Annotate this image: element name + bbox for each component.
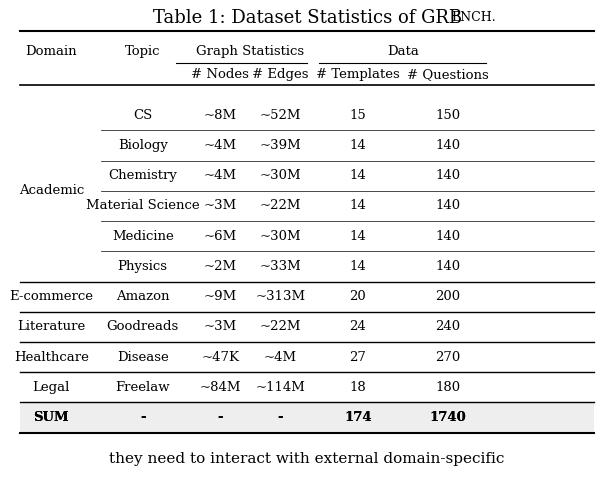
Text: Disease: Disease bbox=[117, 350, 168, 364]
Text: -: - bbox=[140, 411, 145, 424]
Text: -: - bbox=[278, 411, 283, 424]
Text: Amazon: Amazon bbox=[116, 290, 170, 303]
Text: ~6M: ~6M bbox=[204, 229, 237, 243]
Text: # Questions: # Questions bbox=[407, 68, 488, 81]
Text: 140: 140 bbox=[435, 229, 460, 243]
Text: 15: 15 bbox=[350, 108, 366, 122]
Text: # Templates: # Templates bbox=[316, 68, 400, 81]
Text: ~52M: ~52M bbox=[259, 108, 301, 122]
Text: Data: Data bbox=[387, 45, 419, 59]
Text: Medicine: Medicine bbox=[112, 229, 173, 243]
Text: -: - bbox=[218, 411, 223, 424]
Text: Graph Statistics: Graph Statistics bbox=[196, 45, 304, 59]
Text: E-commerce: E-commerce bbox=[9, 290, 93, 303]
Text: 174: 174 bbox=[344, 411, 371, 424]
Text: they need to interact with external domain-specific: they need to interact with external doma… bbox=[110, 452, 505, 466]
Text: ~39M: ~39M bbox=[259, 139, 301, 152]
Text: ~22M: ~22M bbox=[259, 199, 301, 213]
Text: 1740: 1740 bbox=[429, 411, 466, 424]
Text: Chemistry: Chemistry bbox=[108, 169, 177, 182]
Text: 140: 140 bbox=[435, 139, 460, 152]
Text: ~84M: ~84M bbox=[199, 381, 241, 394]
Text: SUM: SUM bbox=[33, 411, 69, 424]
Text: 14: 14 bbox=[350, 260, 366, 273]
Text: 14: 14 bbox=[350, 229, 366, 243]
Text: 140: 140 bbox=[435, 260, 460, 273]
Text: Legal: Legal bbox=[33, 381, 70, 394]
Text: 14: 14 bbox=[350, 139, 366, 152]
Text: Goodreads: Goodreads bbox=[107, 320, 179, 334]
Text: 14: 14 bbox=[350, 169, 366, 182]
Text: ~9M: ~9M bbox=[204, 290, 237, 303]
Text: SUM: SUM bbox=[33, 411, 69, 424]
Text: # Edges: # Edges bbox=[252, 68, 308, 81]
Text: ~30M: ~30M bbox=[259, 229, 301, 243]
Text: CS: CS bbox=[133, 108, 152, 122]
Text: # Nodes: # Nodes bbox=[191, 68, 249, 81]
Text: ~2M: ~2M bbox=[204, 260, 237, 273]
Text: 24: 24 bbox=[350, 320, 366, 334]
Text: ~4M: ~4M bbox=[204, 169, 237, 182]
Text: Academic: Academic bbox=[19, 184, 84, 197]
Text: ~33M: ~33M bbox=[259, 260, 301, 273]
Text: ~3M: ~3M bbox=[204, 199, 237, 213]
Text: Topic: Topic bbox=[125, 45, 161, 59]
Text: Biology: Biology bbox=[118, 139, 168, 152]
Text: -: - bbox=[218, 411, 223, 424]
Text: 18: 18 bbox=[350, 381, 366, 394]
Text: 140: 140 bbox=[435, 199, 460, 213]
Text: Literature: Literature bbox=[17, 320, 85, 334]
Text: 240: 240 bbox=[435, 320, 460, 334]
Text: 174: 174 bbox=[344, 411, 371, 424]
Text: ~30M: ~30M bbox=[259, 169, 301, 182]
Text: -: - bbox=[278, 411, 283, 424]
Text: ~47K: ~47K bbox=[201, 350, 239, 364]
Text: ~22M: ~22M bbox=[259, 320, 301, 334]
Text: ~114M: ~114M bbox=[255, 381, 305, 394]
Bar bbox=[20, 402, 594, 433]
Text: Table 1: Dataset Statistics of GRB: Table 1: Dataset Statistics of GRB bbox=[153, 9, 462, 27]
Text: Material Science: Material Science bbox=[86, 199, 199, 213]
Text: 14: 14 bbox=[350, 199, 366, 213]
Text: 140: 140 bbox=[435, 169, 460, 182]
Text: Domain: Domain bbox=[25, 45, 77, 59]
Text: 20: 20 bbox=[350, 290, 366, 303]
Text: 27: 27 bbox=[350, 350, 367, 364]
Text: ~4M: ~4M bbox=[204, 139, 237, 152]
Text: ~4M: ~4M bbox=[264, 350, 297, 364]
Text: Healthcare: Healthcare bbox=[14, 350, 88, 364]
Text: ~8M: ~8M bbox=[204, 108, 237, 122]
Text: ENCH.: ENCH. bbox=[451, 11, 496, 24]
Text: Physics: Physics bbox=[118, 260, 168, 273]
Text: 150: 150 bbox=[435, 108, 460, 122]
Text: Freelaw: Freelaw bbox=[115, 381, 170, 394]
Text: 270: 270 bbox=[435, 350, 460, 364]
Text: ~313M: ~313M bbox=[255, 290, 305, 303]
Text: ~3M: ~3M bbox=[204, 320, 237, 334]
Text: -: - bbox=[140, 411, 145, 424]
Text: 200: 200 bbox=[435, 290, 460, 303]
Text: 1740: 1740 bbox=[429, 411, 466, 424]
Text: 180: 180 bbox=[435, 381, 460, 394]
